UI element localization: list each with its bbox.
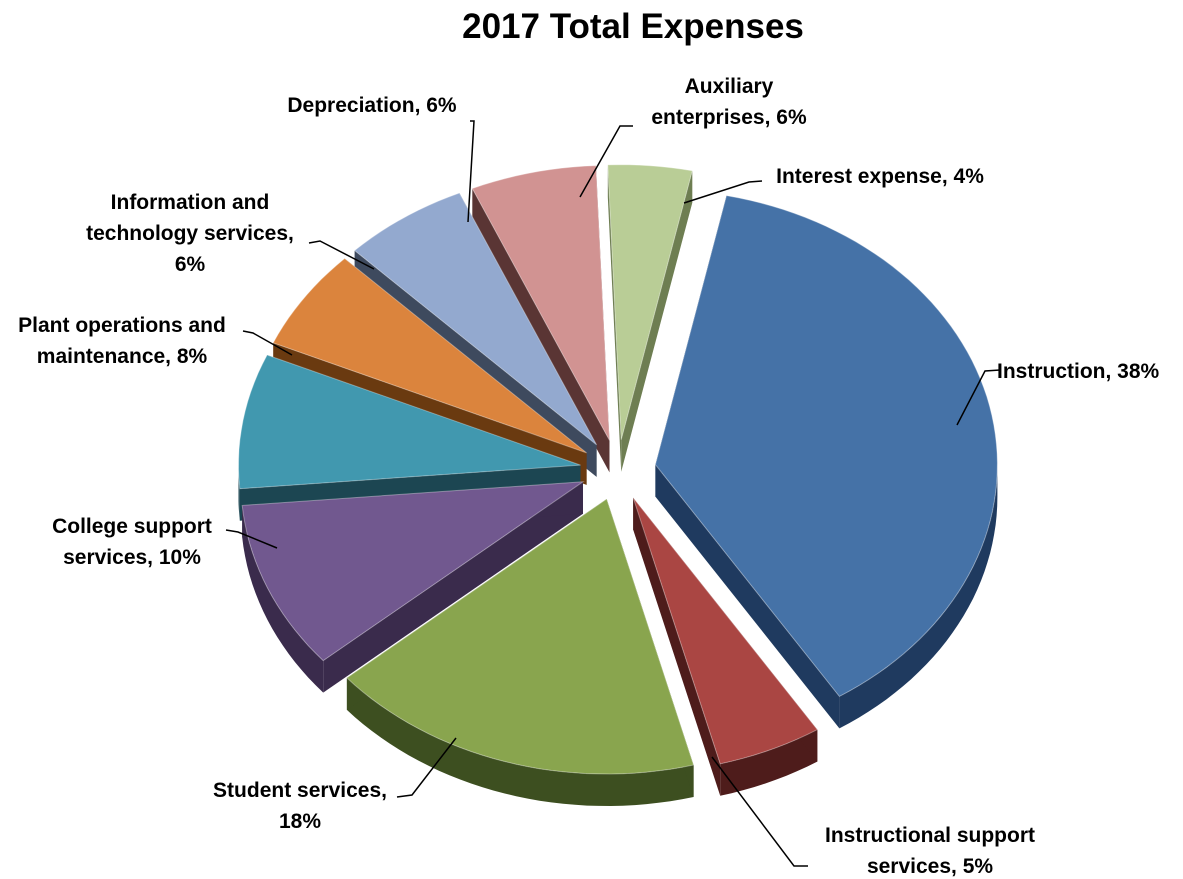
data-label-line: services, 10% (63, 546, 201, 569)
slice-instructional-support-services (632, 497, 819, 765)
slice-depreciation (353, 192, 598, 446)
data-label-line: Plant operations and (18, 314, 226, 337)
slice-edge-auxiliary-enterprises-0 (472, 188, 610, 473)
data-label-auxiliary-enterprises: Auxiliary enterprises, 6% (651, 75, 807, 129)
leader-line-plant-operations-and-maintenance (242, 330, 293, 356)
slice-tops (237, 164, 998, 775)
slice-wall-college-support-services (242, 505, 324, 693)
chart-title: 2017 Total Expenses (462, 7, 804, 46)
data-label-line: Instructional support (825, 824, 1035, 847)
data-label-student-services: Student services, 18% (213, 779, 387, 833)
data-label-line: services, 5% (867, 855, 993, 878)
data-label-line: 6% (175, 253, 206, 276)
data-label-line: 18% (279, 810, 321, 833)
leader-lines (225, 120, 1001, 867)
leader-line-instructional-support-services (711, 756, 808, 867)
data-label-line: maintenance, 8% (37, 345, 208, 368)
slice-student-services (346, 498, 695, 775)
slice-edge-instructional-support-services-1 (633, 497, 721, 796)
slice-interest-expense (607, 164, 693, 440)
data-label-interest-expense: Interest expense, 4% (776, 165, 984, 188)
slice-wall-student-services (346, 677, 694, 806)
slice-wall-instructional-support-services (720, 729, 818, 796)
leader-line-student-services (396, 737, 457, 798)
data-label-line: Depreciation, 6% (287, 94, 457, 117)
data-label-depreciation: Depreciation, 6% (287, 94, 457, 117)
data-label-information-and-technology-services: Information and technology services, 6% (86, 191, 294, 276)
data-label-line: Interest expense, 4% (776, 165, 984, 188)
leader-line-auxiliary-enterprises (579, 125, 633, 198)
data-label-line: enterprises, 6% (651, 106, 807, 129)
data-label-plant-operations-and-maintenance: Plant operations and maintenance, 8% (18, 314, 226, 368)
leader-line-instruction (956, 369, 1001, 426)
leader-line-information-and-technology-services (308, 240, 375, 270)
data-label-instructional-support-services: Instructional support services, 5% (825, 824, 1035, 878)
data-label-line: Auxiliary (685, 75, 774, 98)
slice-edge-instruction-1 (655, 464, 840, 729)
leader-line-depreciation (467, 120, 475, 223)
data-label-line: technology services, (86, 222, 294, 245)
slice-edge-interest-expense-1 (621, 170, 693, 472)
data-label-instruction: Instruction, 38% (997, 360, 1160, 383)
data-label-line: Student services, (213, 779, 387, 802)
leader-line-college-support-services (225, 529, 278, 549)
leader-line-interest-expense (683, 180, 763, 204)
slice-instruction (654, 195, 998, 698)
data-label-line: Instruction, 38% (997, 360, 1160, 383)
slice-edge-college-support-services-0 (323, 481, 583, 693)
slice-auxiliary-enterprises (471, 165, 610, 441)
data-labels: Instruction, 38% Instructional support ser… (18, 75, 1159, 878)
slice-edge-interest-expense-0 (607, 164, 622, 472)
data-label-line: College support (52, 515, 212, 538)
slice-plant-operations-and-maintenance (237, 354, 581, 490)
data-label-line: Information and (111, 191, 270, 214)
slice-information-and-technology-services (272, 257, 587, 454)
data-label-college-support-services: College support services, 10% (52, 515, 212, 569)
slice-wall-instruction (839, 464, 998, 729)
slice-wall-plant-operations-and-maintenance (238, 465, 240, 521)
slice-college-support-services (241, 481, 585, 662)
